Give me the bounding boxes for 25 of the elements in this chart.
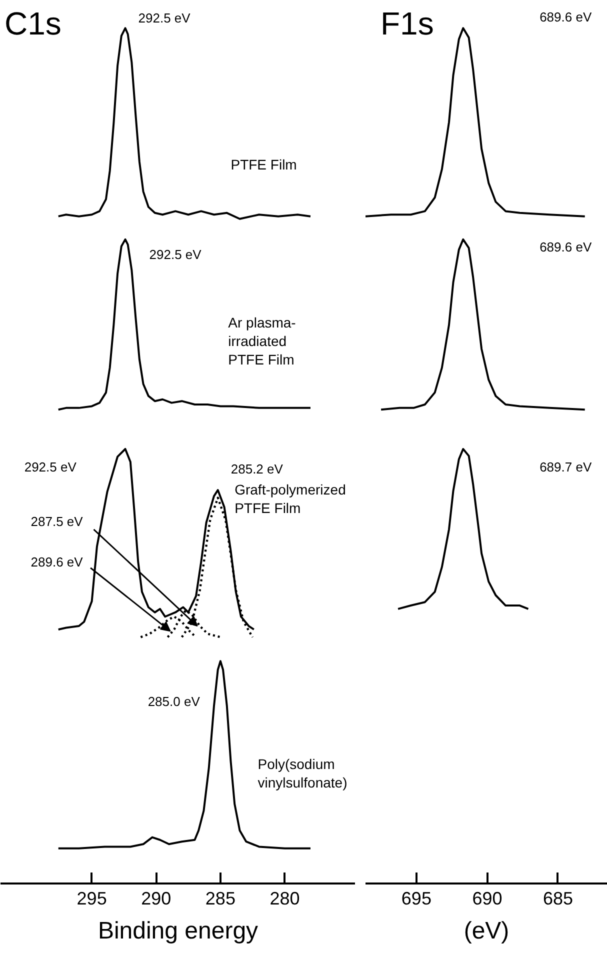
x-tick-label: 295 (76, 888, 107, 908)
annotation: 689.7 eV (540, 459, 592, 474)
text: 689.6 eV (540, 10, 592, 25)
annotation: 285.2 eV (230, 462, 284, 477)
x-tick-label: 285 (205, 888, 236, 908)
annotation: 689.6 eV (540, 240, 592, 255)
annotation: 292.5 eV (138, 10, 191, 26)
x-axis-title: Binding energy (98, 918, 258, 944)
annotation: 292.5 eV (149, 246, 202, 262)
annotation: 285.0 eV (148, 694, 200, 709)
x-axis-title: (eV) (464, 918, 510, 944)
x-tick-label: 280 (270, 888, 300, 908)
annotation: 287.5 eV (30, 514, 84, 530)
chart-title: C1s (4, 6, 62, 42)
x-tick-label: 695 (401, 888, 432, 908)
series-label: Graft-polymerized PTFE Film (234, 481, 346, 516)
x-tick-label: 290 (141, 888, 172, 908)
annotation: 289.6 eV (30, 554, 84, 570)
series-label: Poly(sodium vinylsulfonate) (258, 756, 348, 790)
annotation: 292.5 eV (24, 459, 77, 474)
x-tick-label: 685 (542, 888, 573, 908)
x-tick-label: 690 (472, 888, 502, 908)
text: Ar plasma- irradiated PTFE Film (228, 314, 296, 368)
chart-title: F1s (380, 6, 434, 42)
text: PTFE Film (230, 156, 297, 172)
